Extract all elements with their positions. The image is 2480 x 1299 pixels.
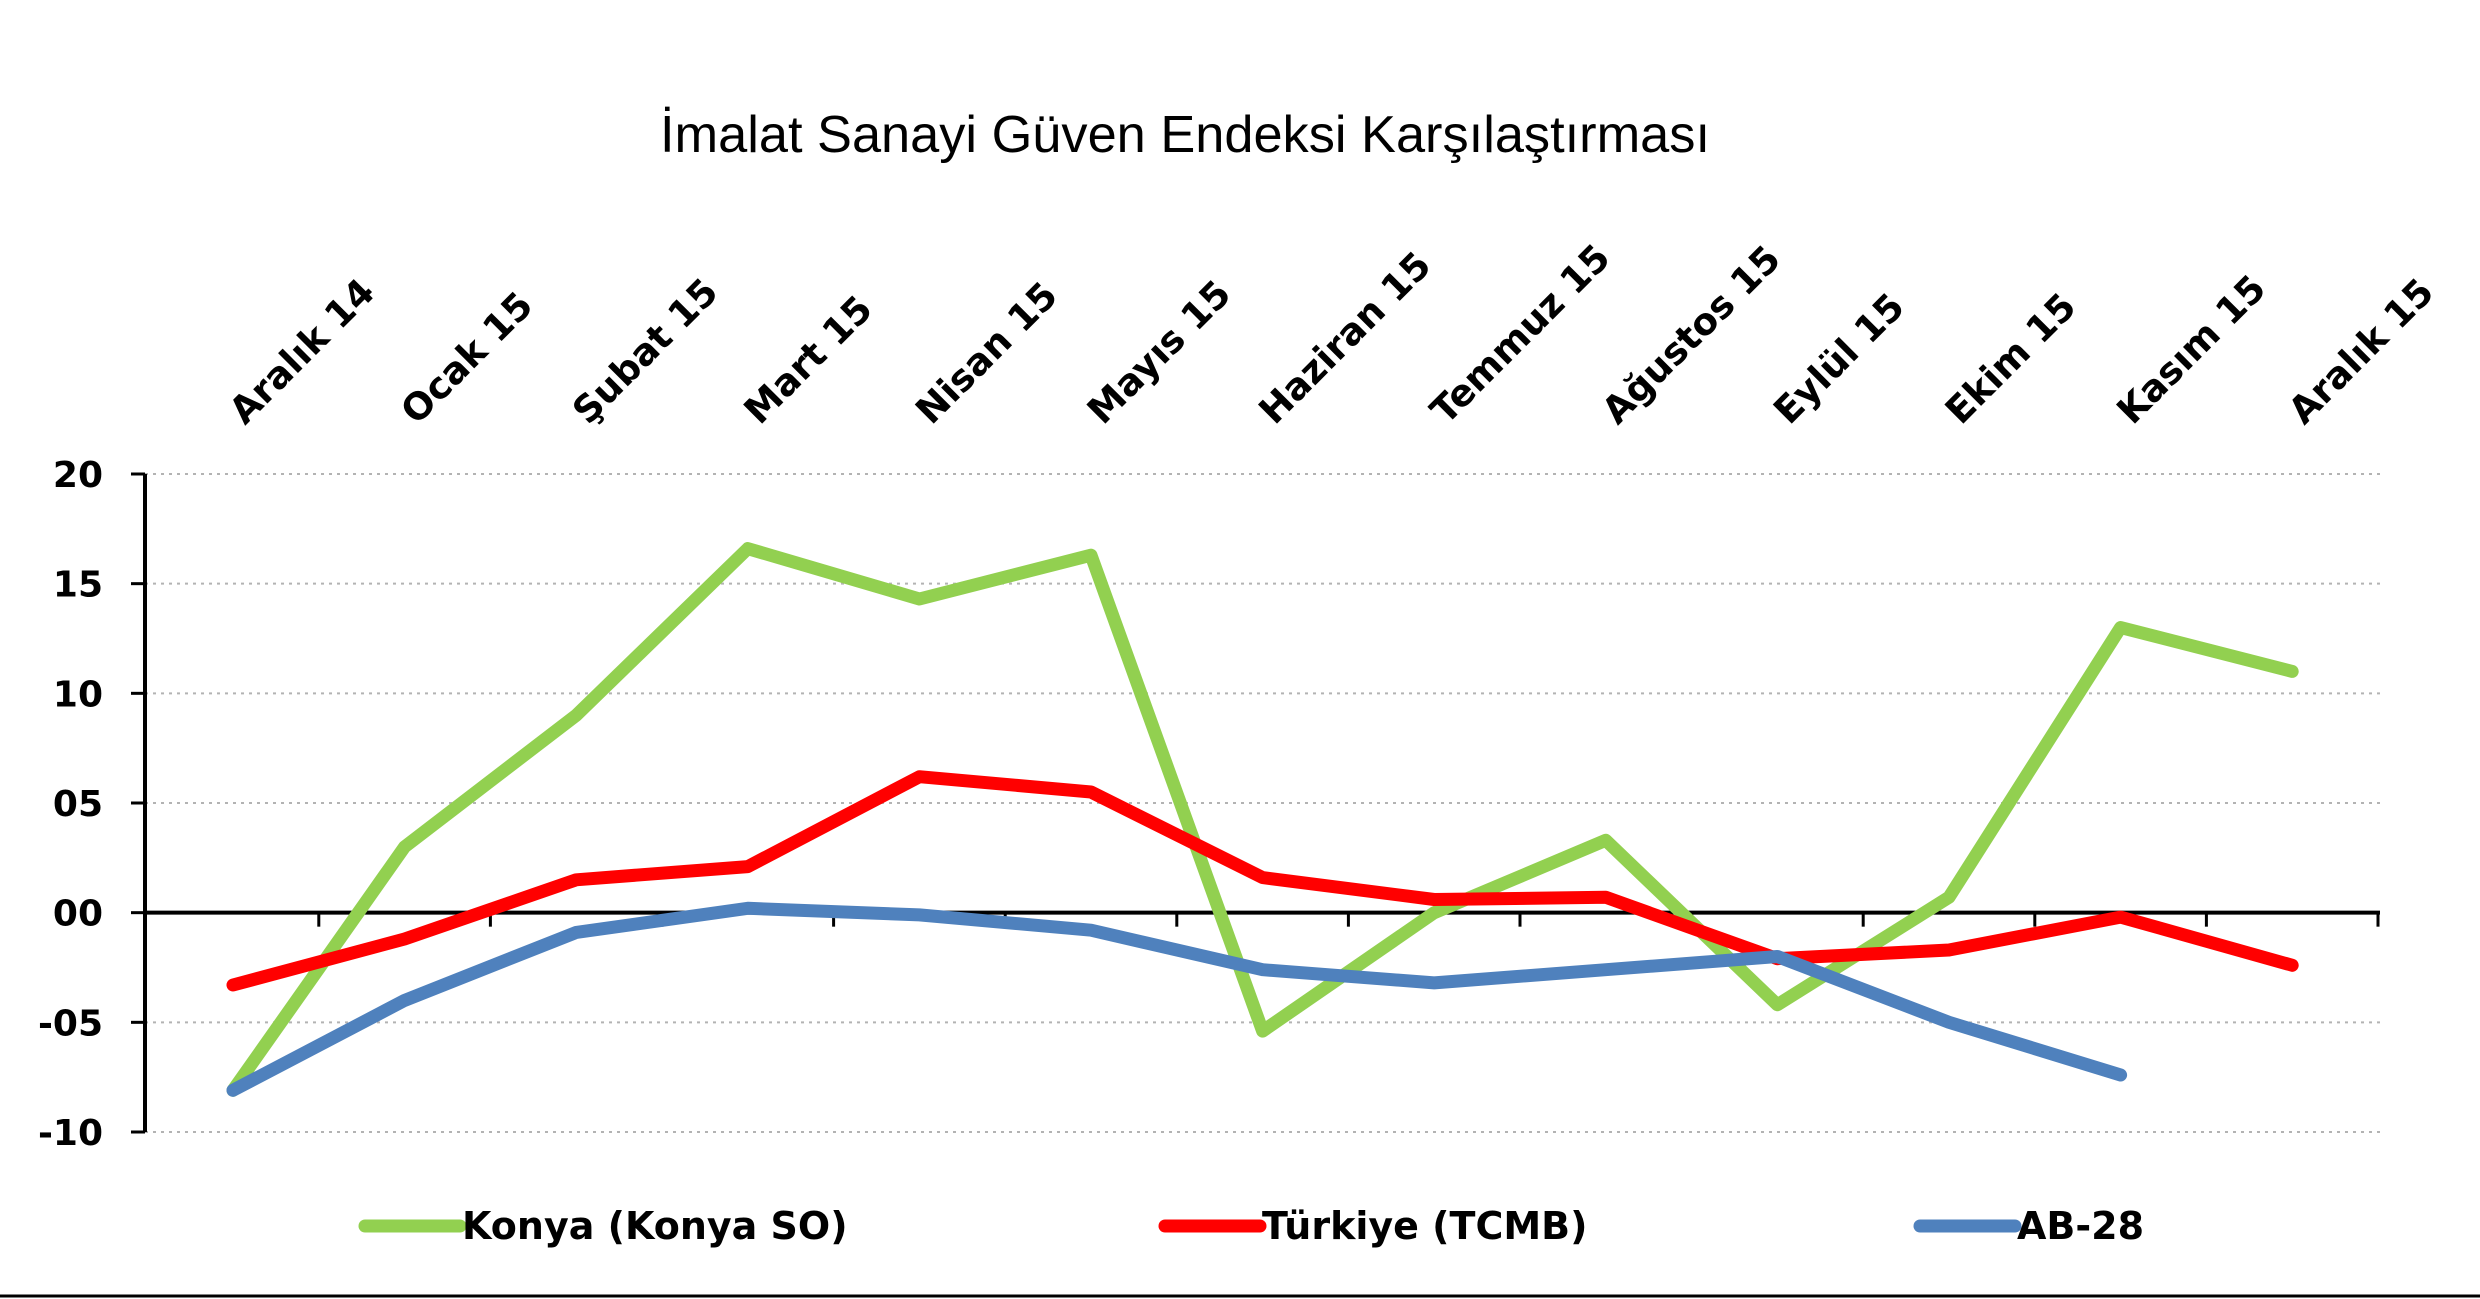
y-tick-label-3: 05 <box>53 784 103 825</box>
x-tick-label-1: Ocak 15 <box>393 284 542 433</box>
series-line-1 <box>226 770 2299 992</box>
x-tick-label-11: Kasım 15 <box>2109 267 2275 433</box>
y-tick-label-0: 20 <box>53 455 103 496</box>
x-tick-label-6: Haziran 15 <box>1251 244 1440 433</box>
x-axis-labels: Aralık 14 Ocak 15 Şubat 15 Mart 15 Nisan 15 M… <box>221 236 2442 432</box>
x-tick-label-4: Nisan 15 <box>907 274 1066 433</box>
y-tick-label-4: 00 <box>53 894 103 935</box>
legend-label-0: Konya (Konya SO) <box>462 1204 848 1248</box>
series-line-2 <box>226 901 2128 1097</box>
x-tick-label-10: Ekim 15 <box>1937 285 2084 432</box>
series-lines <box>226 542 2299 1097</box>
chart-title: İmalat Sanayi Güven Endeksi Karşılaştırm… <box>660 106 1710 164</box>
x-tick-label-0: Aralık 14 <box>221 270 383 432</box>
legend-label-2: AB-28 <box>2017 1204 2144 1248</box>
y-tick-label-5: -05 <box>38 1003 103 1044</box>
x-tick-label-8: Ağustos 15 <box>1594 237 1789 432</box>
y-axis-ticks: 20 15 10 05 00 -05 -10 <box>38 455 145 1154</box>
x-tick-label-9: Eylül 15 <box>1765 285 1912 432</box>
x-tick-label-12: Aralık 15 <box>2280 270 2442 432</box>
y-tick-label-1: 15 <box>53 565 103 606</box>
y-tick-label-6: -10 <box>38 1113 103 1154</box>
series-line-0 <box>226 542 2299 1097</box>
x-tick-label-5: Mayıs 15 <box>1079 272 1239 432</box>
legend: Konya (Konya SO) Türkiye (TCMB) AB-28 <box>358 1204 2144 1248</box>
x-tick-label-2: Şubat 15 <box>564 270 726 432</box>
y-tick-label-2: 10 <box>53 674 103 715</box>
x-tick-label-3: Mart 15 <box>736 287 881 432</box>
x-tick-label-7: Temmuz 15 <box>1422 236 1618 432</box>
legend-label-1: Türkiye (TCMB) <box>1262 1204 1588 1248</box>
